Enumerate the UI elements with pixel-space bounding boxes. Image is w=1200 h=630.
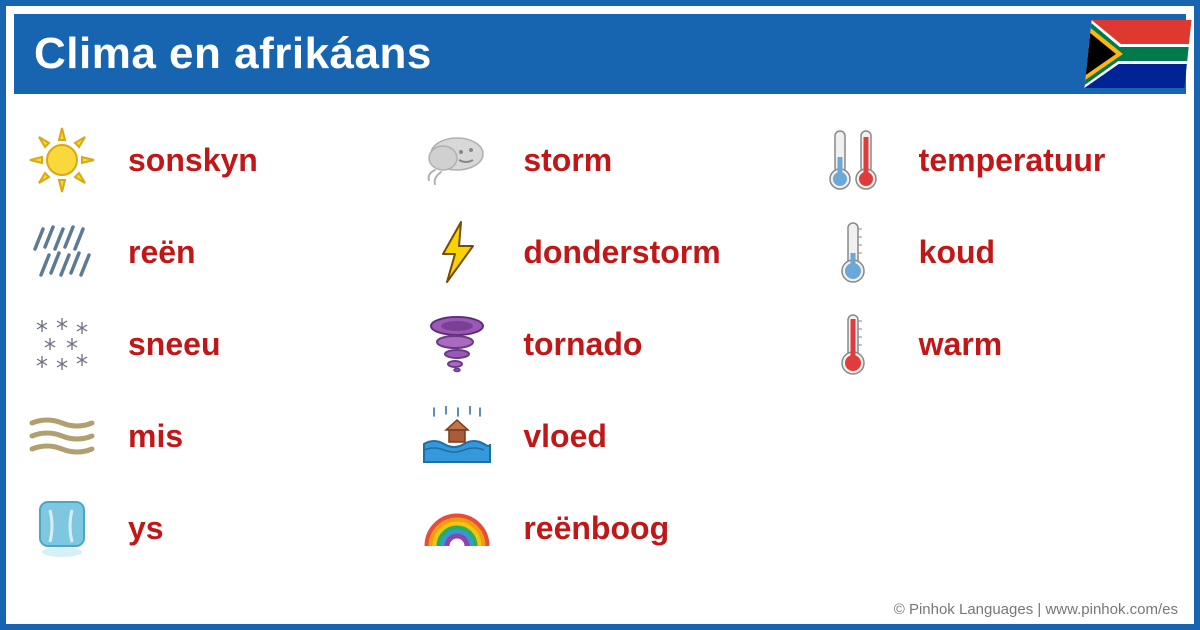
column-2: storm donderstorm [417, 114, 782, 574]
vocab-item: vloed [417, 390, 782, 482]
header-bar: Clima en afrikáans [14, 14, 1186, 94]
vocab-label: ys [102, 510, 164, 547]
rain-icon [22, 216, 102, 288]
vocab-label: sneeu [102, 326, 220, 363]
vocab-item: sneeu [22, 298, 387, 390]
lightning-icon [417, 216, 497, 288]
column-3: temperatuur koud [813, 114, 1178, 574]
warm-icon [813, 308, 893, 380]
storm-icon [417, 124, 497, 196]
flood-icon [417, 400, 497, 472]
vocab-item: donderstorm [417, 206, 782, 298]
rainbow-icon [417, 492, 497, 564]
infographic-container: Clima en afrikáans [0, 0, 1200, 630]
vocab-label: tornado [497, 326, 642, 363]
cold-icon [813, 216, 893, 288]
fog-icon [22, 400, 102, 472]
ice-icon [22, 492, 102, 564]
vocab-item: mis [22, 390, 387, 482]
vocab-item: tornado [417, 298, 782, 390]
tornado-icon [417, 308, 497, 380]
vocab-label: vloed [497, 418, 607, 455]
vocab-item: temperatuur [813, 114, 1178, 206]
vocab-item: koud [813, 206, 1178, 298]
page-title: Clima en afrikáans [14, 29, 432, 79]
vocab-label: donderstorm [497, 234, 720, 271]
footer-credit: © Pinhok Languages | www.pinhok.com/es [894, 601, 1178, 618]
column-1: sonskyn reën [22, 114, 387, 574]
vocab-item: storm [417, 114, 782, 206]
vocab-label: temperatuur [893, 142, 1106, 179]
snow-icon [22, 308, 102, 380]
vocab-item: warm [813, 298, 1178, 390]
vocab-label: sonskyn [102, 142, 258, 179]
vocab-item: ys [22, 482, 387, 574]
temperature-icon [813, 124, 893, 196]
vocab-item: reën [22, 206, 387, 298]
vocab-item: reënboog [417, 482, 782, 574]
vocab-label: reënboog [497, 510, 669, 547]
vocabulary-grid: sonskyn reën [6, 94, 1194, 574]
vocab-item: sonskyn [22, 114, 387, 206]
vocab-label: storm [497, 142, 612, 179]
vocab-label: warm [893, 326, 1003, 363]
sun-icon [22, 124, 102, 196]
vocab-label: reën [102, 234, 196, 271]
vocab-label: mis [102, 418, 183, 455]
vocab-label: koud [893, 234, 995, 271]
south-africa-flag [1084, 20, 1191, 88]
